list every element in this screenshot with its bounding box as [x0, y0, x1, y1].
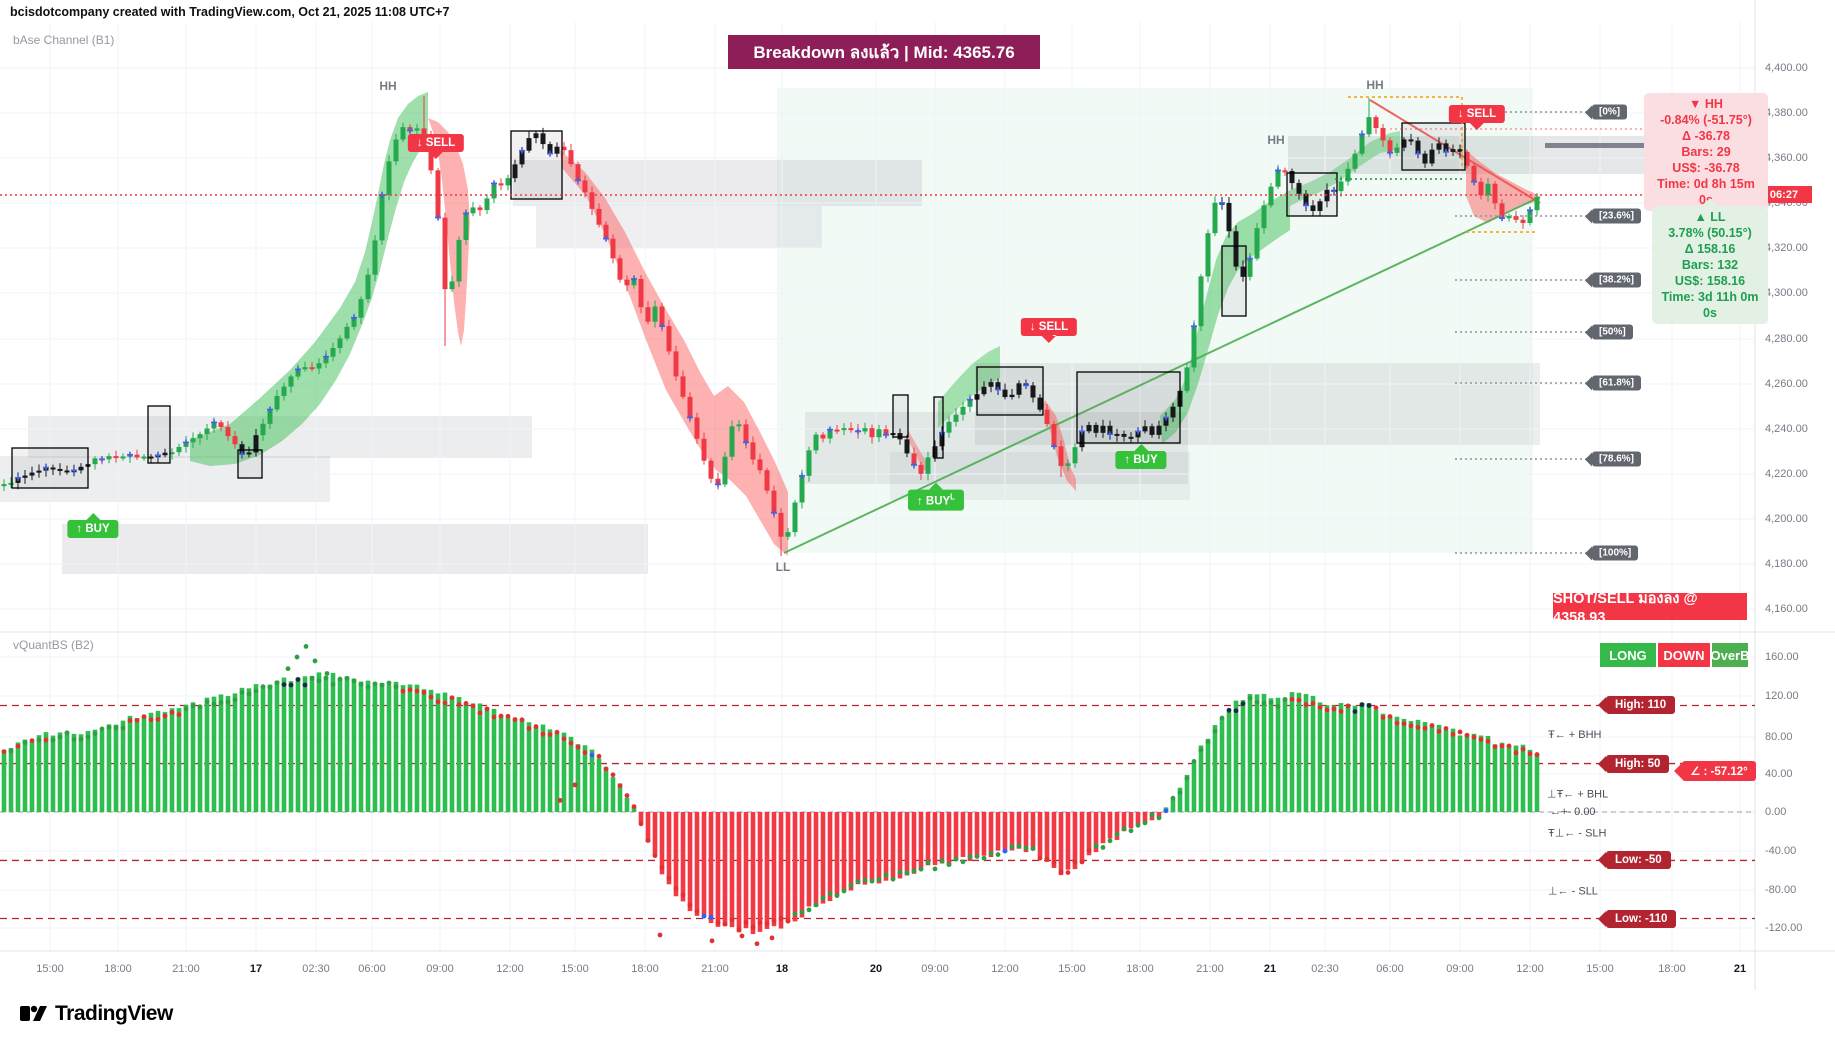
long-pill: LONG — [1600, 643, 1656, 667]
time-axis-label: 18:00 — [1658, 963, 1686, 975]
indicator-axis-label: 0.00 — [1765, 806, 1787, 818]
time-axis-label: 21 — [1263, 963, 1277, 975]
indicator-side-note: Ŧ← + BHH — [1548, 729, 1602, 741]
pane1-title[interactable]: bAse Channel (B1) — [13, 33, 115, 47]
chart-credit: bcisdotcompany created with TradingView.… — [10, 5, 450, 19]
price-axis-label: 4,240.00 — [1765, 423, 1808, 435]
indicator-axis-label: -120.00 — [1765, 922, 1803, 934]
volume-profile-poc-bar — [1545, 143, 1677, 148]
main-pane-candles — [1, 96, 1540, 556]
time-axis-label: 15:00 — [561, 963, 589, 975]
angle-tag: ∠ : -57.12° — [1674, 761, 1756, 782]
pane2-title[interactable]: vQuantBS (B2) — [13, 638, 94, 652]
breakdown-banner: Breakdown ลงแล้ว | Mid: 4365.76 — [728, 35, 1040, 69]
time-axis-label: 02:30 — [1311, 963, 1339, 975]
price-axis-label: 4,320.00 — [1765, 242, 1808, 254]
fib-level-tag: [50%] — [1585, 324, 1633, 340]
ll-info-box: ▲ LL 3.78% (50.15°) Δ 158.16 Bars: 132 US$: … — [1652, 198, 1768, 324]
indicator-histogram — [1, 672, 1540, 935]
time-axis-label: 18 — [775, 963, 789, 975]
hh-info-box: ▼ HH -0.84% (-51.75°) Δ -36.78 Bars: 29 US$:… — [1644, 93, 1768, 219]
tradingview-logo-icon — [20, 1005, 47, 1021]
time-axis-label: 09:00 — [426, 963, 454, 975]
time-axis-label: 06:00 — [1376, 963, 1404, 975]
indicator-axis-label: 120.00 — [1765, 690, 1799, 702]
indicator-side-note: ⊥Ŧ← + BHL — [1547, 788, 1609, 801]
hh-structure-label: HH — [1267, 133, 1285, 147]
time-axis-label: 15:00 — [1058, 963, 1086, 975]
fib-level-tag: [23.6%] — [1584, 208, 1642, 224]
sell-signal-tag: ↓ SELL — [407, 134, 465, 159]
time-axis-label: 18:00 — [104, 963, 132, 975]
indicator-level-tag: Low: -50 — [1598, 851, 1671, 870]
time-axis-label: 15:00 — [36, 963, 64, 975]
reference-lines — [0, 96, 1760, 554]
price-axis-label: 4,400.00 — [1765, 62, 1808, 74]
indicator-axis-label: -40.00 — [1765, 845, 1797, 857]
hh-structure-label: HH — [1366, 78, 1384, 92]
fib-level-tag: [38.2%] — [1584, 272, 1642, 288]
time-axis-label: 21:00 — [1196, 963, 1224, 975]
overb-pill: OverB — [1710, 643, 1750, 667]
time-axis-label: 09:00 — [921, 963, 949, 975]
time-axis-label: 21:00 — [701, 963, 729, 975]
time-axis-label: 06:00 — [358, 963, 386, 975]
sell-signal-tag: ↓ SELL — [1448, 105, 1506, 130]
indicator-axis-label: -80.00 — [1765, 884, 1797, 896]
fib-level-tag: [78.6%] — [1584, 451, 1642, 467]
buy-signal-tag: ↑ BUY — [1115, 444, 1167, 469]
ll-structure-label: LL — [775, 560, 791, 574]
hh-structure-label: HH — [379, 79, 397, 93]
price-axis-label: 4,300.00 — [1765, 287, 1808, 299]
time-axis-label: 12:00 — [1516, 963, 1544, 975]
fib-level-tag: [0%] — [1584, 104, 1628, 120]
indicator-side-note: ⊥← - SLL — [1548, 885, 1598, 898]
tradingview-logo-text: TradingView — [55, 1001, 173, 1025]
time-axis-label: 15:00 — [1586, 963, 1614, 975]
fib-level-tag: [100%] — [1584, 545, 1639, 561]
buy-signal-tag: ↑ BUYL — [907, 482, 965, 511]
tradingview-logo[interactable]: TradingView — [20, 1000, 173, 1027]
time-axis-label: 20 — [869, 963, 883, 975]
price-axis-label: 4,160.00 — [1765, 603, 1808, 615]
down-pill: DOWN — [1658, 643, 1710, 667]
indicator-level-tag: High: 50 — [1597, 754, 1670, 773]
indicator-side-note: ←+- 0.00 — [1550, 806, 1596, 818]
time-axis-label: 18:00 — [1126, 963, 1154, 975]
time-axis-label: 09:00 — [1446, 963, 1474, 975]
price-axis-label: 4,380.00 — [1765, 107, 1808, 119]
indicator-side-note: Ŧ⊥← - SLH — [1548, 827, 1607, 840]
time-axis-label: 18:00 — [631, 963, 659, 975]
price-axis-label: 4,200.00 — [1765, 513, 1808, 525]
indicator-axis-label: 80.00 — [1765, 731, 1793, 743]
price-axis-label: 4,180.00 — [1765, 558, 1808, 570]
time-axis-label: 17 — [249, 963, 263, 975]
fib-level-tag: [61.8%] — [1584, 375, 1642, 391]
supply-demand-zones — [0, 136, 1652, 574]
shot-sell-badge: SHOT/SELL มองลง @ 4358.93 — [1553, 591, 1747, 626]
time-axis-label: 12:00 — [496, 963, 524, 975]
time-axis-label: 21:00 — [172, 963, 200, 975]
price-axis-label: 4,260.00 — [1765, 378, 1808, 390]
indicator-axis-label: 40.00 — [1765, 768, 1793, 780]
indicator-axis-label: 160.00 — [1765, 651, 1799, 663]
buy-signal-tag: ↑ BUY — [67, 513, 119, 538]
time-axis-label: 02:30 — [302, 963, 330, 975]
bullish-background-zone — [777, 88, 1533, 553]
time-axis-label: 12:00 — [991, 963, 1019, 975]
indicator-signal-dots — [1, 643, 1540, 947]
indicator-level-tag: Low: -110 — [1597, 909, 1677, 928]
price-axis-label: 4,360.00 — [1765, 152, 1808, 164]
price-axis-label: 4,220.00 — [1765, 468, 1808, 480]
price-axis-label: 4,280.00 — [1765, 333, 1808, 345]
bar-countdown-tag: 06:27 — [1756, 186, 1812, 203]
time-axis-label: 21 — [1733, 963, 1747, 975]
sell-signal-tag: ↓ SELL s — [1020, 318, 1078, 343]
indicator-level-tag: High: 110 — [1597, 696, 1676, 715]
